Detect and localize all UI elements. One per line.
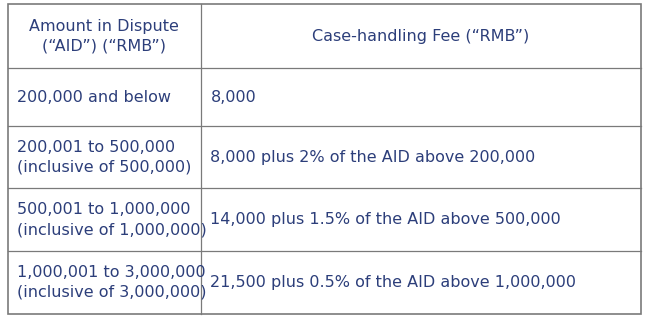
Text: 8,000 plus 2% of the AID above 200,000: 8,000 plus 2% of the AID above 200,000 <box>210 150 535 165</box>
Text: 200,000 and below: 200,000 and below <box>18 90 171 105</box>
Text: 1,000,001 to 3,000,000
(inclusive of 3,000,000): 1,000,001 to 3,000,000 (inclusive of 3,0… <box>18 265 207 300</box>
Text: 200,001 to 500,000
(inclusive of 500,000): 200,001 to 500,000 (inclusive of 500,000… <box>18 140 191 175</box>
Text: 8,000: 8,000 <box>210 90 256 105</box>
Text: 14,000 plus 1.5% of the AID above 500,000: 14,000 plus 1.5% of the AID above 500,00… <box>210 212 561 227</box>
Text: Case-handling Fee (“RMB”): Case-handling Fee (“RMB”) <box>312 29 530 44</box>
Text: 21,500 plus 0.5% of the AID above 1,000,000: 21,500 plus 0.5% of the AID above 1,000,… <box>210 275 576 290</box>
Text: Amount in Dispute
(“AID”) (“RMB”): Amount in Dispute (“AID”) (“RMB”) <box>29 19 179 53</box>
Text: 500,001 to 1,000,000
(inclusive of 1,000,000): 500,001 to 1,000,000 (inclusive of 1,000… <box>18 203 207 237</box>
